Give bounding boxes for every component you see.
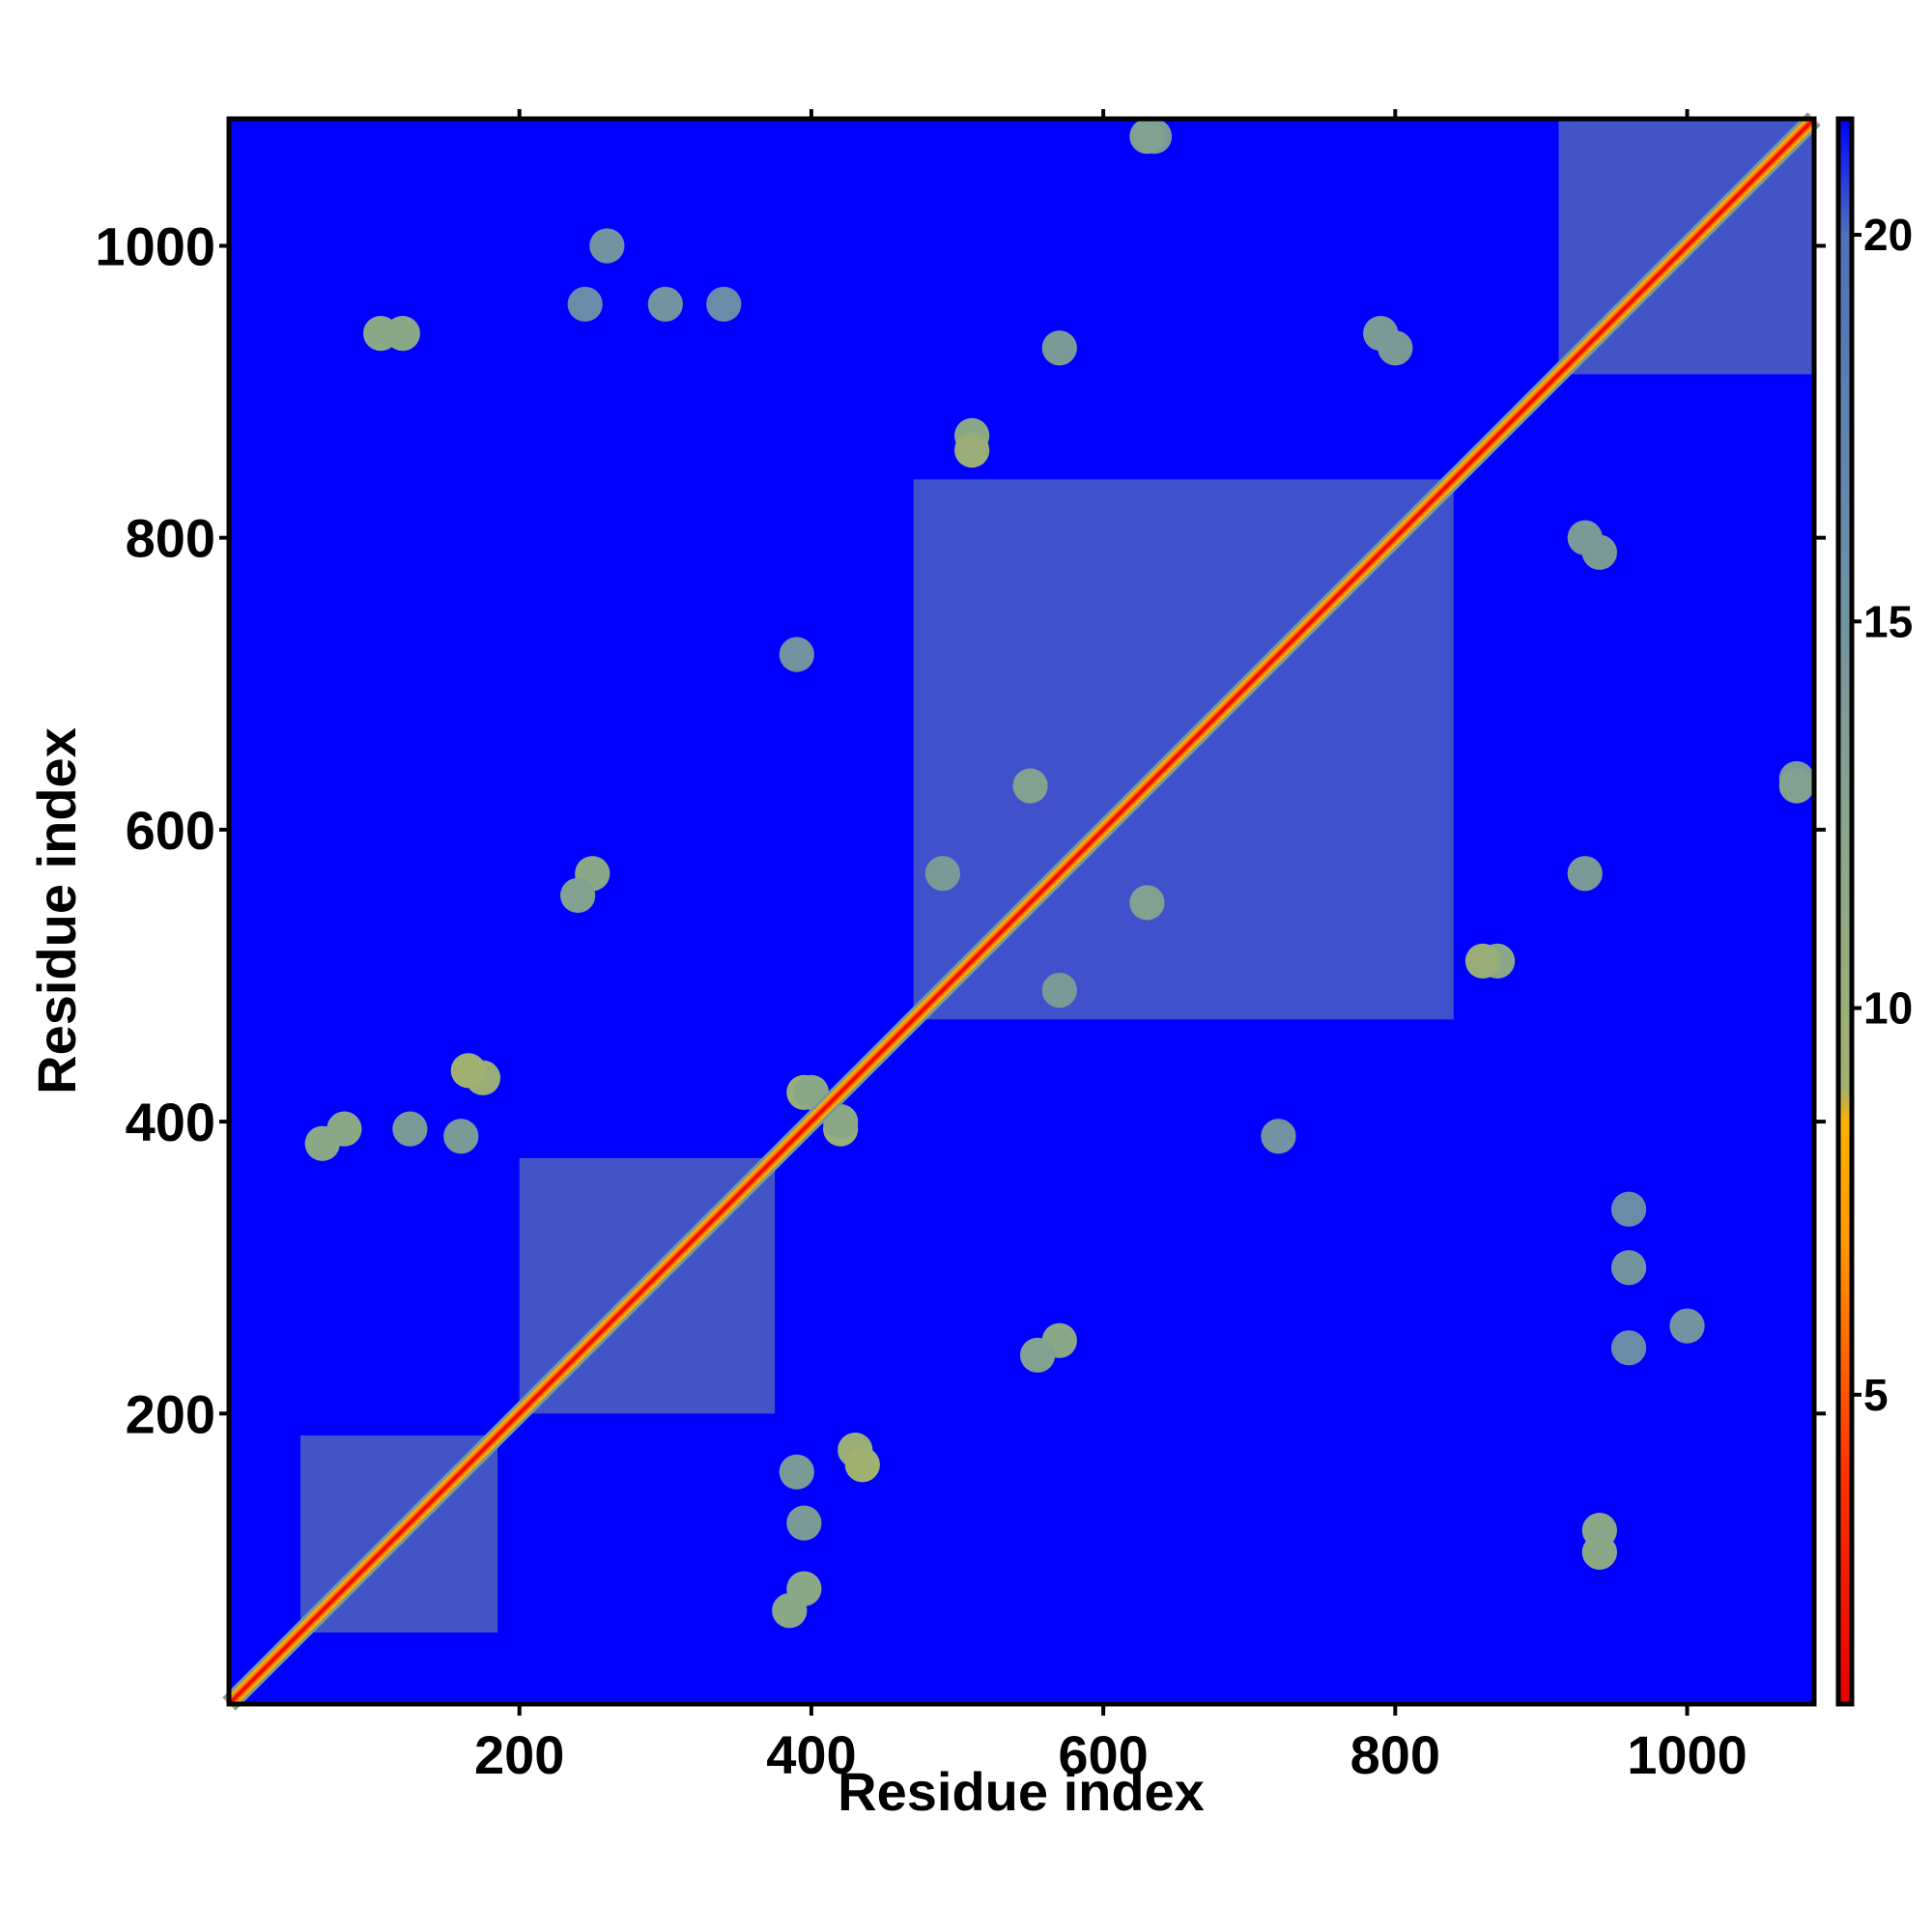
colorbar-ticks: 5 10 15 20 — [1852, 210, 1913, 1420]
contact-patch — [1567, 856, 1603, 892]
x-tick-label: 600 — [1058, 1724, 1148, 1785]
y-tick-label: 600 — [126, 800, 215, 861]
contact-patch — [1012, 768, 1048, 804]
heatmap-cells — [222, 112, 1821, 1711]
contact-patch — [706, 286, 742, 323]
y-tick-label: 800 — [126, 508, 215, 569]
contact-patch — [1261, 1119, 1296, 1154]
contact-patch — [560, 877, 596, 914]
x-tick-label: 800 — [1350, 1724, 1440, 1785]
contact-patch — [786, 1505, 822, 1541]
y-tick-label: 200 — [126, 1383, 215, 1444]
contact-patch — [953, 432, 990, 469]
contact-patch — [772, 1593, 808, 1629]
contact-patch — [779, 1454, 814, 1490]
contact-patch — [450, 1053, 486, 1089]
contact-patch — [589, 228, 625, 264]
colorbar-tick-label: 20 — [1863, 210, 1913, 260]
contact-patch — [1581, 1534, 1618, 1570]
y-tick-label: 400 — [126, 1092, 215, 1152]
colorbar: 5 10 15 20 — [1835, 116, 1913, 1707]
contact-patch — [1041, 330, 1077, 366]
contact-patch — [1363, 315, 1399, 352]
contact-patch — [844, 1447, 880, 1483]
contact-patch — [1019, 1337, 1056, 1373]
y-tick-label: 1000 — [95, 215, 215, 276]
colorbar-tick-label: 10 — [1863, 983, 1913, 1034]
colorbar-tick-label: 5 — [1863, 1370, 1889, 1420]
contact-patch — [1610, 1330, 1647, 1366]
contact-patch — [567, 286, 603, 323]
x-axis-ticks: 200 400 600 800 1000 — [474, 109, 1747, 1785]
contact-patch — [1610, 1250, 1647, 1286]
contact-patch — [1041, 972, 1077, 1009]
contact-patch — [1778, 768, 1814, 804]
x-tick-label: 1000 — [1627, 1724, 1747, 1785]
diagonal-band — [227, 117, 1816, 1706]
colorbar-tick-label: 15 — [1863, 596, 1913, 646]
plot-frame — [226, 116, 1817, 1707]
contact-patch — [1129, 119, 1165, 155]
contact-patch — [647, 286, 683, 323]
contact-patch — [779, 637, 814, 672]
contact-patch — [1610, 1191, 1647, 1227]
heatmap-plot-area — [222, 112, 1821, 1711]
contact-patch — [1669, 1308, 1705, 1344]
contact-patch — [924, 856, 961, 892]
y-axis-label: Residue index — [26, 727, 87, 1094]
contact-patch — [1581, 534, 1618, 570]
contact-patch — [443, 1119, 479, 1154]
colorbar-gradient — [1835, 116, 1855, 1707]
x-tick-label: 200 — [474, 1724, 564, 1785]
contact-patch — [1464, 943, 1501, 980]
x-tick-label: 400 — [766, 1724, 856, 1785]
contact-patch — [363, 315, 399, 352]
contact-patch — [392, 1111, 428, 1147]
contact-patch — [1129, 885, 1165, 921]
contact-patch — [304, 1125, 340, 1161]
x-axis-label: Residue index — [838, 1761, 1205, 1822]
y-axis-ticks: 200 400 600 800 1000 — [95, 215, 1826, 1444]
